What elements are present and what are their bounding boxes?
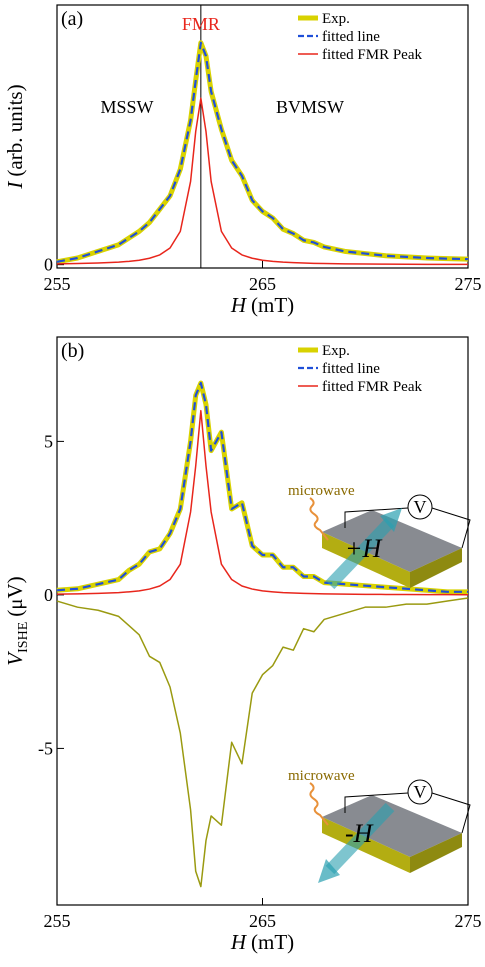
- inset-diagram: microwave V -H: [288, 768, 471, 883]
- meter-label: V: [414, 497, 427, 517]
- legend-label: Exp.: [322, 343, 350, 359]
- y-label-symbol: V: [3, 651, 27, 666]
- inset-label: microwave: [288, 483, 355, 499]
- y-tick-label: 0: [44, 255, 53, 275]
- field-arrow: [325, 517, 395, 590]
- microwave-wave: [309, 782, 329, 826]
- panel-label: (a): [61, 8, 83, 30]
- wire: [431, 792, 471, 834]
- data-line: [56, 409, 469, 596]
- sample-side: [410, 548, 462, 588]
- inset-label: microwave: [288, 768, 355, 784]
- field-label: +H: [345, 534, 383, 563]
- legend-label: fitted line: [322, 29, 380, 45]
- y-tick-label: 5: [44, 431, 53, 451]
- x-tick-label: 265: [249, 274, 276, 294]
- x-label-unit: (mT): [251, 930, 294, 954]
- sample-front: [322, 817, 410, 873]
- legend-label: Exp.: [322, 11, 350, 27]
- x-tick-label: 275: [455, 911, 482, 931]
- panel-label: (b): [61, 340, 84, 362]
- legend-label: fitted FMR Peak: [322, 47, 422, 63]
- legend-label: fitted line: [322, 361, 380, 377]
- sample-side: [410, 833, 462, 873]
- field-arrow: [325, 802, 395, 875]
- x-label-symbol: H: [230, 930, 248, 954]
- sample-top: [322, 795, 462, 857]
- x-axis-label: H (mT): [230, 930, 294, 954]
- wire: [344, 792, 409, 813]
- annotation: FMR: [182, 14, 220, 34]
- y-tick-label: 0: [44, 585, 53, 605]
- plot-frame: [56, 4, 469, 269]
- field-arrowhead: [380, 508, 402, 532]
- y-axis-label: I (arb. units): [3, 84, 27, 189]
- y-label-unit: (arb. units): [3, 84, 27, 176]
- annotation: MSSW: [100, 97, 153, 117]
- wire: [431, 507, 471, 549]
- panel: 255 265 275 0 H (mT) I (arb. units) (a) FMR MSSW BV…: [3, 4, 482, 317]
- y-tick-label: -5: [38, 738, 53, 758]
- voltmeter: [407, 779, 433, 805]
- y-label-subscript: ISHE: [16, 622, 31, 653]
- x-tick-label: 255: [44, 911, 71, 931]
- annotation: BVMSW: [276, 97, 344, 117]
- y-axis-label: VISHE (μV): [3, 576, 31, 665]
- microwave-wave: [309, 497, 329, 541]
- x-axis-label: H (mT): [230, 293, 294, 317]
- inset-diagram: microwave V +H: [288, 483, 471, 590]
- x-tick-label: 255: [44, 274, 71, 294]
- legend-label: fitted FMR Peak: [322, 379, 422, 395]
- sample-top: [322, 510, 462, 572]
- data-line: [56, 40, 469, 265]
- field-arrowhead: [318, 859, 340, 883]
- sample-front: [322, 532, 410, 588]
- x-label-symbol: H: [230, 293, 248, 317]
- x-tick-label: 275: [455, 274, 482, 294]
- meter-label: V: [414, 782, 427, 802]
- data-line: [56, 41, 469, 263]
- x-label-unit: (mT): [251, 293, 294, 317]
- field-label: -H: [345, 819, 374, 848]
- wire: [344, 507, 409, 528]
- x-tick-label: 265: [249, 911, 276, 931]
- data-line: [56, 97, 469, 266]
- data-line: [56, 597, 469, 888]
- y-label-unit: (μV): [3, 576, 27, 616]
- y-label-symbol: I: [3, 181, 27, 190]
- voltmeter: [407, 494, 433, 520]
- data-line: [56, 381, 468, 593]
